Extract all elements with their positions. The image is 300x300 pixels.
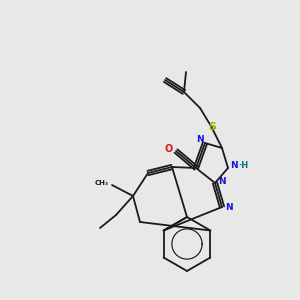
Text: N: N — [218, 176, 226, 185]
Text: N: N — [196, 134, 204, 143]
Text: N: N — [230, 161, 238, 170]
Text: S: S — [208, 122, 216, 132]
Text: O: O — [165, 144, 173, 154]
Text: CH₃: CH₃ — [95, 180, 109, 186]
Text: N: N — [225, 203, 233, 212]
Text: ·H: ·H — [238, 161, 248, 170]
